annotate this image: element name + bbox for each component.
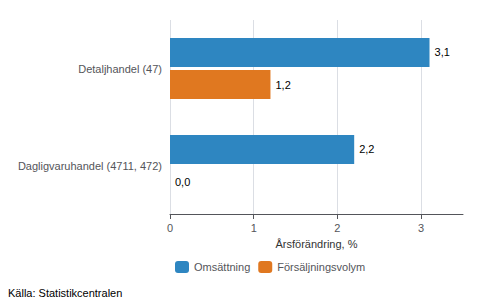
- svg-text:Årsförändring, %: Årsförändring, %: [276, 238, 358, 250]
- svg-text:1,2: 1,2: [275, 79, 290, 91]
- svg-text:2,2: 2,2: [359, 143, 374, 155]
- svg-text:Källa: Statistikcentralen: Källa: Statistikcentralen: [8, 287, 122, 299]
- svg-text:Detaljhandel (47): Detaljhandel (47): [78, 63, 162, 75]
- svg-text:3: 3: [418, 222, 424, 234]
- svg-text:2: 2: [334, 222, 340, 234]
- svg-text:0,0: 0,0: [175, 176, 190, 188]
- svg-text:3,1: 3,1: [435, 46, 450, 58]
- svg-text:1: 1: [251, 222, 257, 234]
- svg-text:Dagligvaruhandel (4711, 472): Dagligvaruhandel (4711, 472): [18, 160, 162, 172]
- svg-text:Försäljningsvolym: Försäljningsvolym: [277, 261, 365, 273]
- svg-text:0: 0: [167, 222, 173, 234]
- svg-text:Omsättning: Omsättning: [194, 261, 250, 273]
